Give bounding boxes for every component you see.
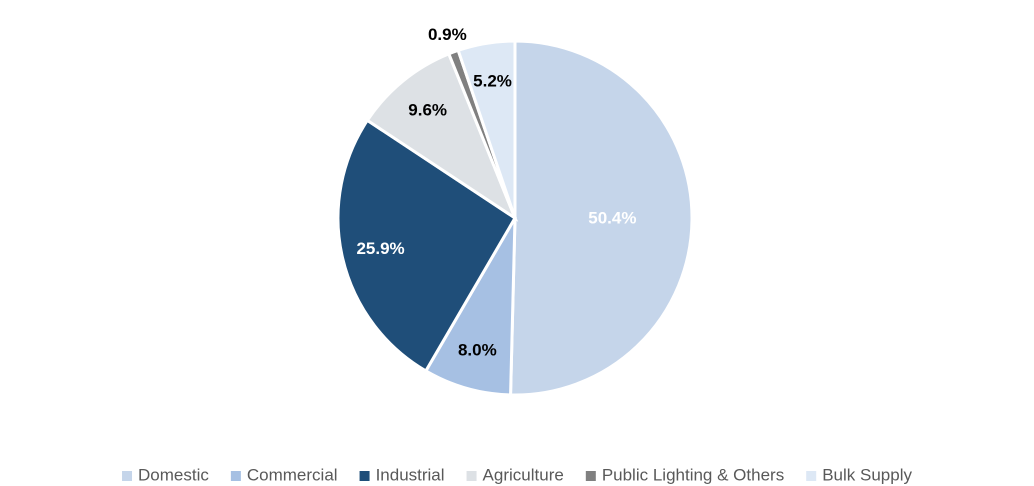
data-label: 50.4% — [588, 209, 636, 228]
data-label: 5.2% — [473, 71, 512, 90]
data-label: 9.6% — [408, 101, 447, 120]
legend-label: Commercial — [247, 465, 338, 484]
data-label: 8.0% — [458, 340, 497, 359]
legend-swatch — [122, 471, 133, 481]
pie-slice — [336, 118, 518, 373]
legend-label: Bulk Supply — [822, 465, 912, 484]
legend-label: Industrial — [376, 465, 445, 484]
legend-label: Agriculture — [483, 465, 564, 484]
legend: Domestic Commercial Industrial Agriculture P… — [122, 465, 912, 484]
legend-swatch — [359, 471, 370, 481]
legend-label: Public Lighting & Others — [602, 465, 784, 484]
legend-label: Domestic — [138, 465, 209, 484]
legend-swatch — [585, 471, 596, 481]
legend-swatch — [806, 471, 817, 481]
data-label: 25.9% — [356, 239, 404, 258]
pie-slice — [509, 39, 694, 397]
pie-slice — [365, 51, 519, 222]
data-label: 0.9% — [428, 25, 467, 44]
pie-slice — [456, 39, 517, 219]
legend-swatch — [230, 471, 241, 481]
pie-slice — [423, 217, 517, 397]
legend-swatch — [466, 471, 477, 481]
